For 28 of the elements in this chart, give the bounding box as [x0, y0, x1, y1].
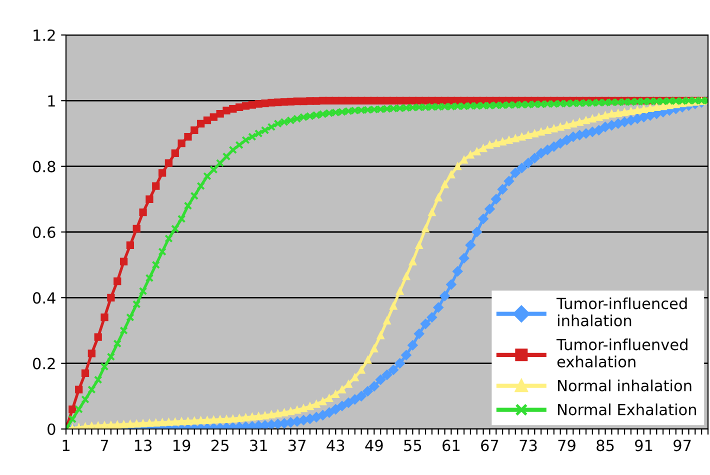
x-tick-label: 85 — [596, 440, 614, 452]
y-tick-label: 0.2 — [32, 358, 55, 370]
x-tick-label: 61 — [442, 440, 460, 452]
x-tick-label: 49 — [365, 440, 383, 452]
x-tick-label: 67 — [481, 440, 498, 452]
legend-label: Tumor-influenced inhalation — [556, 297, 687, 326]
x-tick-label: 25 — [211, 440, 228, 452]
y-tick-label: 0.8 — [32, 160, 56, 172]
x-tick-label: 55 — [404, 440, 422, 452]
legend-label: Normal inhalation — [558, 380, 692, 392]
y-tick-label: 0.6 — [32, 226, 56, 238]
x-tick-label: 13 — [135, 440, 152, 452]
x-tick-label: 37 — [288, 440, 306, 452]
y-tick-label: 1 — [48, 95, 55, 106]
x-tick-label: 19 — [174, 440, 190, 452]
y-tick-label: 1.2 — [34, 29, 55, 41]
x-tick-label: 31 — [250, 440, 267, 452]
legend-label: Normal Exhalation — [558, 404, 696, 416]
y-tick-label: 0 — [48, 423, 56, 436]
x-tick-label: 91 — [635, 440, 652, 452]
x-tick-label: 79 — [558, 440, 576, 452]
x-tick-label: 43 — [326, 440, 344, 452]
x-tick-label: 7 — [100, 440, 108, 452]
y-tick-label: 0.4 — [32, 292, 56, 304]
x-tick-label: 73 — [520, 440, 537, 452]
x-tick-label: 1 — [62, 440, 70, 452]
x-tick-label: 97 — [674, 440, 691, 452]
legend-label: Tumor-influenved exhalation — [556, 338, 688, 368]
